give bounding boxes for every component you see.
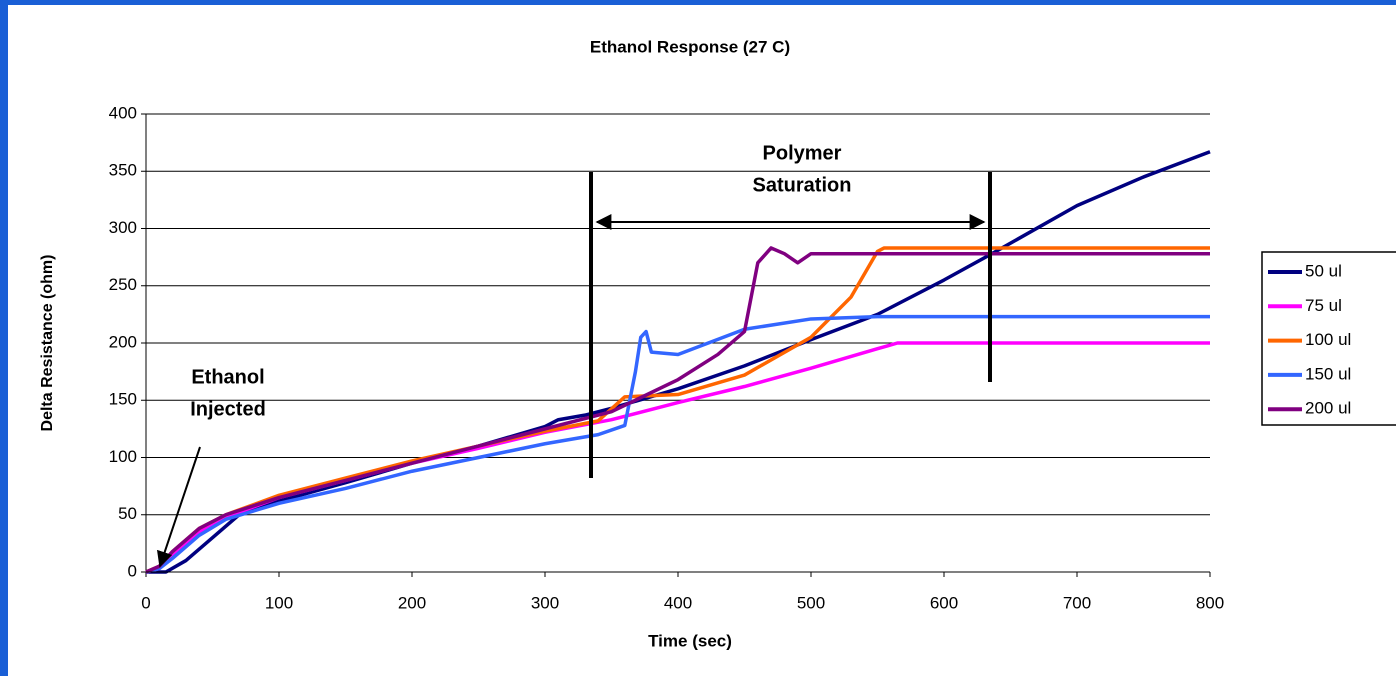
x-tick-label: 500 — [797, 593, 825, 612]
series-line — [145, 314, 1210, 574]
legend-label: 50 ul — [1305, 261, 1342, 280]
annotation-line: Saturation — [753, 174, 852, 196]
x-tick-label: 700 — [1063, 593, 1091, 612]
legend-label: 200 ul — [1305, 399, 1351, 418]
series-line — [146, 150, 1211, 574]
x-tick-label: 600 — [930, 593, 958, 612]
y-tick-label: 300 — [109, 218, 137, 237]
x-tick-label: 400 — [664, 593, 692, 612]
y-axis-label: Delta Resistance (ohm) — [39, 255, 56, 432]
annotation-arrow — [157, 446, 201, 568]
x-axis-label: Time (sec) — [648, 631, 732, 650]
annotation-line: Injected — [190, 398, 266, 420]
legend-label: 150 ul — [1305, 364, 1351, 383]
y-tick-label: 50 — [118, 504, 137, 523]
chart-background — [8, 5, 1396, 676]
legend-label: 75 ul — [1305, 296, 1342, 315]
chart: Ethanol Response (27 C) Time (sec) Delta… — [8, 5, 1396, 676]
legend-label: 100 ul — [1305, 330, 1351, 349]
y-tick-label: 350 — [109, 161, 137, 180]
y-tick-label: 200 — [109, 332, 137, 351]
x-tick-label: 0 — [141, 593, 150, 612]
series-line — [145, 341, 1210, 574]
legend-box — [1261, 251, 1396, 426]
x-tick-label: 200 — [398, 593, 426, 612]
annotation-line: Polymer — [763, 142, 842, 164]
x-tick-label: 800 — [1196, 593, 1224, 612]
y-tick-label: 0 — [128, 561, 137, 580]
chart-title: Ethanol Response (27 C) — [590, 37, 790, 56]
x-tick-label: 300 — [531, 593, 559, 612]
plot-area: 0 50 100 150 200 250 300 350 400 0 100 200 300 400 500… — [109, 103, 1225, 612]
series-line — [145, 246, 1210, 574]
x-tick-label: 100 — [265, 593, 293, 612]
y-tick-label: 250 — [109, 275, 137, 294]
annotation-line: Ethanol — [191, 366, 264, 388]
y-tick-label: 400 — [109, 103, 137, 122]
y-tick-label: 150 — [109, 390, 137, 409]
y-tick-label: 100 — [109, 447, 137, 466]
